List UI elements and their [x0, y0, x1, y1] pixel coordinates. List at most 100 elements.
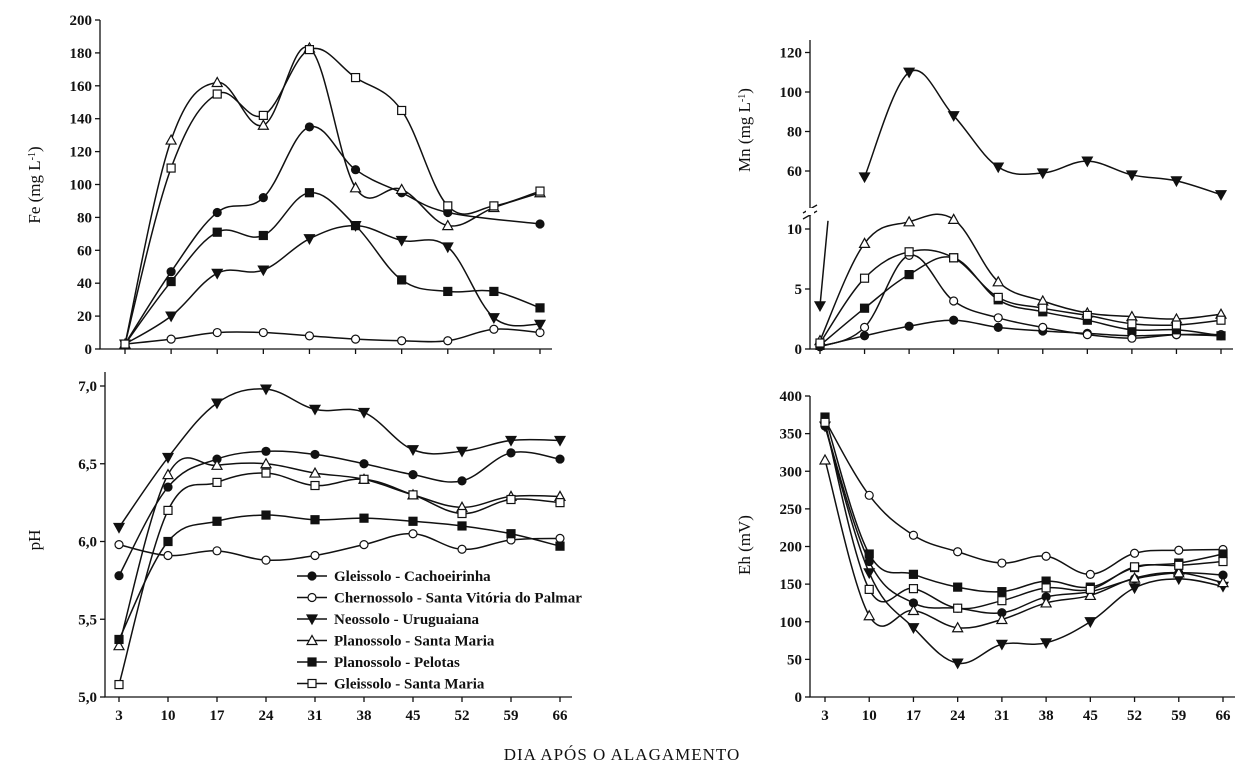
x-tick-label: 3 — [115, 708, 123, 724]
ph-data-point — [406, 445, 420, 456]
x-tick-label: 31 — [308, 708, 323, 724]
ph-data-point — [408, 529, 418, 539]
x-tick-label: 66 — [553, 708, 569, 724]
fe-data-point — [304, 188, 315, 198]
eh-data-point — [1040, 638, 1053, 650]
eh-series-2 — [818, 421, 1230, 670]
fe-data-point — [212, 227, 222, 237]
legend-label: Planossolo - Pelotas — [334, 655, 460, 671]
fe-data-point — [489, 324, 499, 334]
legend-label: Planossolo - Santa Maria — [334, 634, 495, 650]
y-tick-label: 200 — [780, 540, 803, 556]
eh-series-3 — [818, 453, 1230, 633]
eh-panel: 3 10 17 24 31 38 45 52 59 66 0 50 100 150 200 250 300 350… — [780, 389, 1235, 724]
x-tick-label: 17 — [906, 708, 922, 724]
fe-data-point — [257, 265, 270, 277]
ph-data-point — [408, 490, 418, 500]
x-tick-label: 52 — [1127, 708, 1142, 724]
ph-series-0 — [114, 446, 565, 581]
eh-series-0 — [820, 421, 1228, 618]
x-tick-label: 45 — [1083, 708, 1098, 724]
y-tick-label: 10 — [787, 222, 802, 238]
ph-data-point — [112, 639, 126, 651]
y-tick-label: 100 — [780, 85, 803, 101]
x-tick-label: 38 — [1039, 708, 1054, 724]
ph-data-point — [212, 477, 222, 488]
fe-data-point — [166, 267, 176, 277]
mn-axis-break — [802, 204, 818, 220]
ph-data-point — [259, 457, 273, 469]
fe-data-point — [212, 327, 222, 338]
eh-data-point — [863, 609, 876, 621]
fe-data-point — [211, 268, 224, 280]
fe-series-line — [124, 191, 541, 345]
mn-data-point — [903, 67, 916, 79]
y-tick-label: 40 — [77, 276, 92, 292]
x-tick-label: 45 — [406, 708, 421, 724]
legend-item: Gleissolo - Cachoeirinha — [297, 569, 491, 585]
ph-data-point — [261, 555, 271, 565]
ph-data-point — [310, 480, 320, 491]
ph-data-point — [408, 516, 418, 526]
mn-data-point — [1170, 176, 1183, 188]
ph-data-point — [161, 452, 175, 464]
eh-series-line — [824, 459, 1224, 629]
y-tick-label: 150 — [780, 577, 803, 593]
ph-data-point — [310, 515, 320, 525]
fe-data-point — [487, 313, 500, 324]
x-tick-label: 10 — [161, 708, 176, 724]
fe-series-line — [124, 46, 541, 345]
y-tick-label: 60 — [77, 243, 92, 259]
mn-data-point — [1036, 168, 1049, 180]
eh-series-line — [824, 419, 1224, 576]
ph-data-point — [308, 466, 322, 478]
ph-data-point — [212, 516, 222, 526]
legend-item: Planossolo - Santa Maria — [297, 634, 495, 650]
ph-data-point — [210, 398, 224, 410]
legend-label: Chernossolo - Santa Vitória do Palmar — [334, 591, 582, 607]
eh-data-point — [1218, 549, 1228, 559]
eh-data-point — [907, 623, 920, 635]
x-axis-label: DIA APÓS O ALAGAMENTO — [504, 745, 741, 764]
ph-series-line — [118, 514, 561, 640]
legend-marker — [307, 678, 317, 689]
eh-data-point — [1041, 583, 1051, 593]
ph-data-point — [161, 468, 175, 480]
fe-data-point — [258, 193, 268, 203]
ph-series-2 — [112, 384, 567, 534]
eh-data-point — [864, 549, 874, 559]
y-tick-label: 0 — [85, 342, 93, 358]
x-tick-label: 38 — [357, 708, 372, 724]
ph-data-point — [308, 404, 322, 416]
ph-data-point — [261, 468, 271, 478]
ph-data-point — [310, 550, 320, 561]
fe-data-point — [257, 119, 270, 130]
mn-data-point — [815, 338, 825, 348]
y-tick-label: 100 — [70, 178, 93, 194]
y-tick-label: 350 — [780, 427, 803, 443]
legend-label: Gleissolo - Santa Maria — [334, 677, 485, 693]
legend-marker — [305, 634, 319, 646]
fe-data-point — [535, 186, 545, 196]
y-tick-label: 80 — [787, 125, 802, 141]
mn-data-point — [1127, 333, 1137, 343]
eh-data-point — [1129, 562, 1140, 572]
eh-data-point — [907, 604, 920, 616]
fe-data-point — [258, 230, 268, 241]
eh-series-1 — [820, 415, 1228, 579]
eh-data-point — [1174, 560, 1184, 570]
mn-data-point — [947, 111, 960, 122]
eh-data-point — [953, 582, 963, 592]
eh-data-point — [864, 584, 874, 594]
fe-data-point — [397, 275, 407, 285]
fe-data-point — [304, 122, 315, 132]
eh-series-4 — [820, 412, 1228, 597]
eh-data-point — [864, 490, 874, 500]
y-tick-label: 0 — [795, 342, 803, 358]
fe-axes — [99, 20, 552, 350]
eh-data-point — [820, 417, 830, 427]
fe-data-point — [211, 76, 224, 88]
mn-data-point — [859, 273, 870, 283]
ph-data-point — [163, 505, 173, 515]
ph-data-point — [259, 384, 273, 396]
